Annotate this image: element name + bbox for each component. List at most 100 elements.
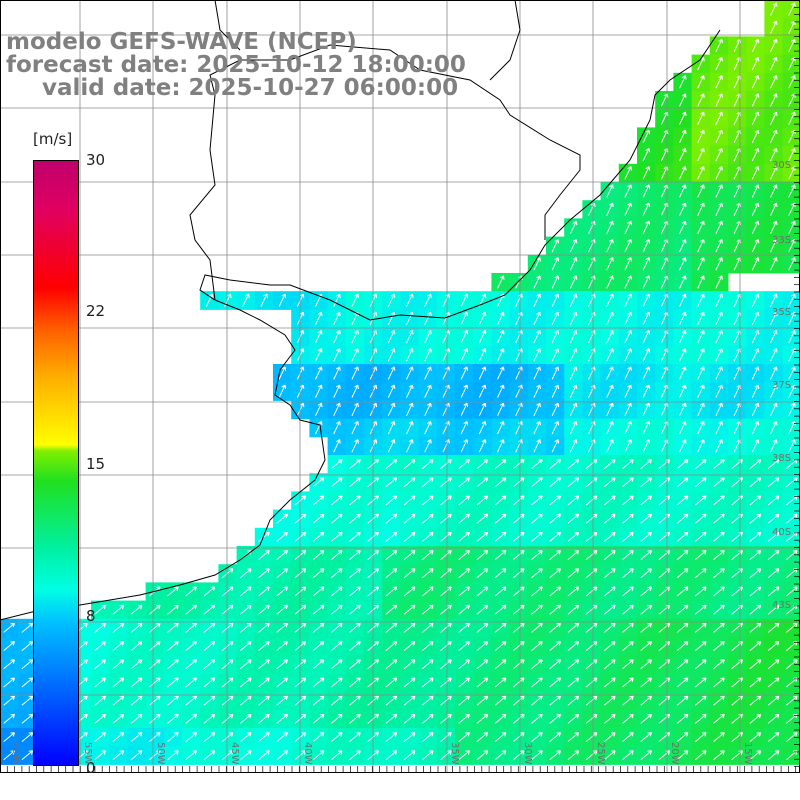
wind-arrow	[767, 531, 780, 542]
wind-arrow	[770, 384, 778, 398]
wind-arrow	[549, 586, 561, 597]
wind-arrow	[130, 732, 143, 742]
wind-arrow	[476, 477, 489, 488]
wind-arrow	[713, 568, 725, 579]
wind-arrow	[567, 622, 580, 633]
wind-arrow	[512, 604, 525, 615]
wind-arrow	[697, 293, 705, 307]
wind-arrow	[112, 622, 125, 633]
wind-arrow	[606, 366, 614, 380]
wind-arrow	[569, 275, 578, 289]
wind-arrow	[676, 677, 689, 688]
wind-arrow	[713, 677, 725, 688]
wind-arrow	[788, 402, 796, 417]
wind-arrow	[221, 586, 234, 597]
wind-arrow	[406, 384, 414, 398]
wind-arrow	[679, 238, 687, 253]
wind-arrow	[606, 311, 614, 326]
wind-arrow	[679, 275, 687, 289]
wind-arrow	[185, 677, 197, 688]
wind-arrow	[713, 641, 725, 651]
wind-arrow	[749, 641, 762, 651]
wind-arrow	[569, 257, 578, 271]
wind-arrow	[333, 311, 341, 326]
wind-arrow	[676, 477, 689, 488]
wind-arrow	[385, 477, 398, 488]
wind-arrow	[713, 531, 725, 542]
wind-arrow	[731, 477, 743, 488]
wind-arrow	[460, 329, 469, 344]
wind-arrow	[258, 695, 270, 706]
wind-arrow	[424, 329, 432, 344]
wind-arrow	[658, 622, 671, 633]
wind-arrow	[494, 659, 507, 670]
wind-arrow	[697, 202, 705, 216]
wind-arrow	[533, 311, 541, 326]
wind-arrow	[676, 713, 689, 724]
wind-arrow	[239, 713, 252, 724]
wind-arrow	[424, 348, 432, 362]
wind-arrow	[478, 402, 487, 417]
wind-arrow	[751, 220, 760, 235]
state-border	[489, 0, 521, 81]
wind-arrow	[785, 732, 798, 742]
wind-arrow	[697, 166, 705, 180]
wind-arrow	[494, 604, 507, 615]
wind-arrow	[276, 713, 288, 724]
wind-arrow	[315, 402, 323, 417]
wind-arrow	[421, 477, 434, 488]
wind-arrow	[458, 459, 470, 469]
wind-arrow	[460, 293, 469, 307]
wind-arrow	[221, 677, 234, 688]
wind-arrow	[569, 293, 578, 307]
wind-arrow	[715, 111, 723, 125]
wind-arrow	[622, 677, 634, 688]
wind-arrow	[315, 366, 323, 380]
wind-arrow	[312, 659, 325, 670]
wind-arrow	[512, 586, 525, 597]
wind-arrow	[21, 677, 34, 688]
wind-arrow	[333, 420, 341, 435]
wind-arrow	[603, 732, 616, 742]
wind-arrow	[258, 622, 270, 633]
wind-arrow	[421, 531, 434, 542]
wind-arrow	[642, 238, 651, 253]
wind-arrow	[497, 402, 505, 417]
wind-arrow	[440, 531, 452, 542]
wind-arrow	[403, 550, 416, 560]
wind-arrow	[403, 586, 416, 597]
wind-arrow	[697, 384, 705, 398]
wind-arrow	[276, 513, 288, 524]
wind-arrow	[494, 495, 507, 506]
wind-arrow	[478, 420, 487, 435]
wind-arrow	[549, 695, 561, 706]
wind-arrow	[788, 366, 796, 380]
wind-arrow	[658, 750, 671, 761]
wind-arrow	[694, 659, 707, 670]
wind-arrow	[421, 695, 434, 706]
wind-arrow	[606, 420, 614, 435]
wind-arrow	[330, 459, 343, 469]
wind-arrow	[767, 659, 780, 670]
wind-arrow	[333, 366, 341, 380]
longitude-label: 50W	[155, 742, 166, 765]
wind-arrow	[642, 329, 651, 344]
wind-arrow	[624, 348, 632, 362]
wind-arrow	[497, 348, 505, 362]
wind-arrow	[731, 531, 743, 542]
wind-arrow	[676, 550, 689, 560]
wind-arrow	[679, 166, 687, 180]
wind-arrow	[458, 586, 470, 597]
wind-arrow	[130, 622, 143, 633]
wind-arrow	[458, 659, 470, 670]
wind-arrow	[785, 713, 798, 724]
wind-arrow	[478, 384, 487, 398]
wind-arrow	[788, 439, 796, 453]
wind-arrow	[640, 531, 652, 542]
wind-arrow	[679, 220, 687, 235]
wind-arrow	[603, 459, 616, 469]
wind-arrow	[421, 604, 434, 615]
wind-arrow	[476, 604, 489, 615]
wind-arrow	[697, 402, 705, 417]
colorbar-unit: [m/s]	[33, 130, 73, 148]
